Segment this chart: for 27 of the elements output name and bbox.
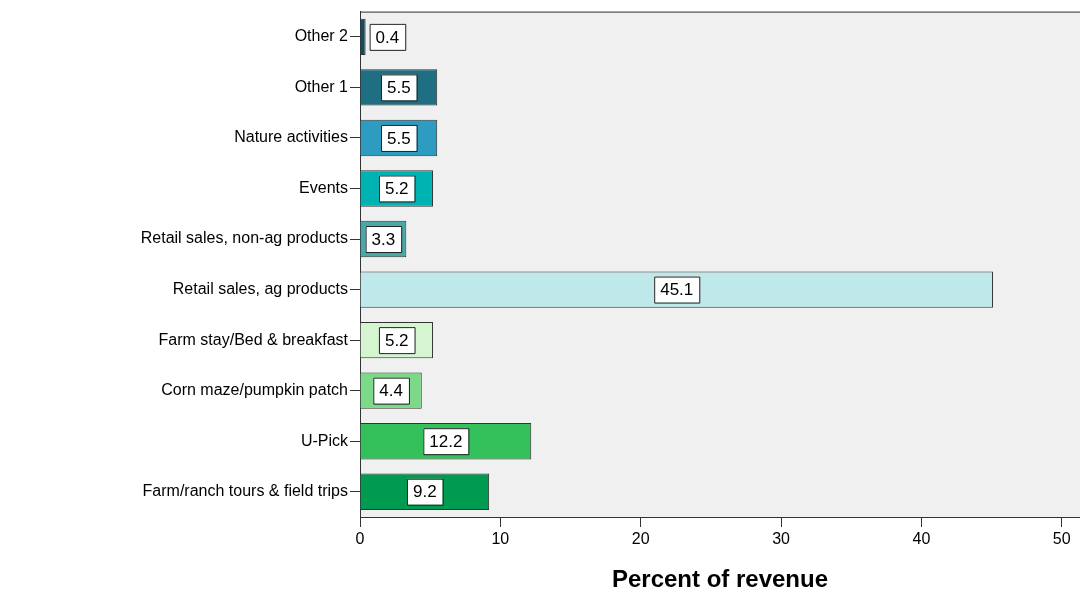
x-tick-label: 30: [772, 530, 791, 548]
data-label: 4.4: [379, 381, 403, 401]
x-tick-label: 40: [912, 530, 931, 548]
data-label: 45.1: [660, 280, 694, 300]
y-tick-label: Other 2: [294, 27, 349, 45]
y-tick-label: Nature activities: [234, 128, 348, 146]
y-tick-label: Farm/ranch tours & field trips: [142, 482, 348, 500]
data-label: 0.4: [375, 27, 400, 47]
data-label: 5.5: [387, 128, 411, 148]
x-tick-label: 20: [631, 530, 650, 548]
data-label: 9.2: [412, 482, 437, 502]
data-label: 5.5: [387, 78, 411, 98]
y-tick-label: Retail sales, ag products: [172, 279, 348, 297]
x-tick-label: 10: [491, 530, 510, 548]
y-tick-label: Other 1: [294, 77, 349, 95]
x-tick-label: 50: [1052, 530, 1071, 548]
data-label: 5.2: [384, 330, 409, 350]
x-tick-label: 0: [355, 530, 365, 548]
data-label: 12.2: [429, 431, 463, 451]
data-label: 3.3: [371, 229, 396, 249]
y-tick-label: Corn maze/pumpkin patch: [161, 381, 348, 399]
data-label: 5.2: [384, 179, 409, 199]
y-tick-label: U-Pick: [300, 431, 349, 449]
y-tick-label: Retail sales, non-ag products: [140, 229, 348, 247]
x-axis-title: Percent of revenue: [611, 565, 829, 593]
y-tick-label: Farm stay/Bed & breakfast: [158, 330, 349, 348]
y-tick-label: Events: [299, 178, 348, 196]
